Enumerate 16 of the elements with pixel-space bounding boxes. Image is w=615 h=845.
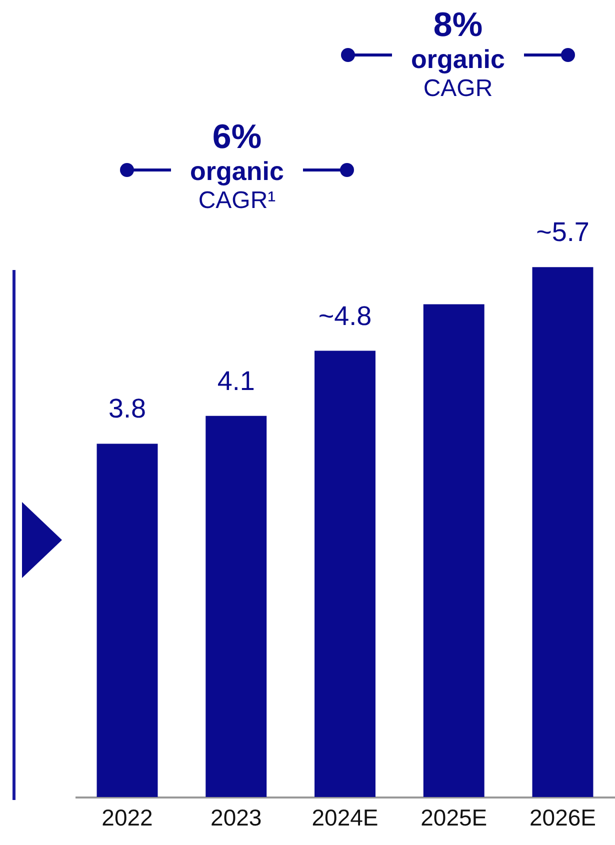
data-label: ~5.7	[536, 217, 590, 248]
x-tick-label: 2024E	[312, 804, 378, 830]
x-tick-label: 2025E	[420, 804, 488, 830]
data-label: 4.1	[217, 366, 255, 396]
text: 8% organic CAGR	[410, 6, 506, 103]
bar	[423, 304, 484, 797]
bar	[96, 444, 158, 797]
x-tick-label: 2022	[102, 804, 153, 830]
bar	[206, 416, 267, 797]
data-label: ~4.8	[318, 300, 372, 331]
bar	[314, 350, 376, 797]
bar	[532, 267, 594, 797]
x-tick-label: 2023	[210, 804, 262, 830]
data-label: 3.8	[108, 394, 146, 424]
x-tick-label: 2026E	[529, 804, 596, 830]
text: 6% organic CAGR¹	[189, 118, 285, 215]
